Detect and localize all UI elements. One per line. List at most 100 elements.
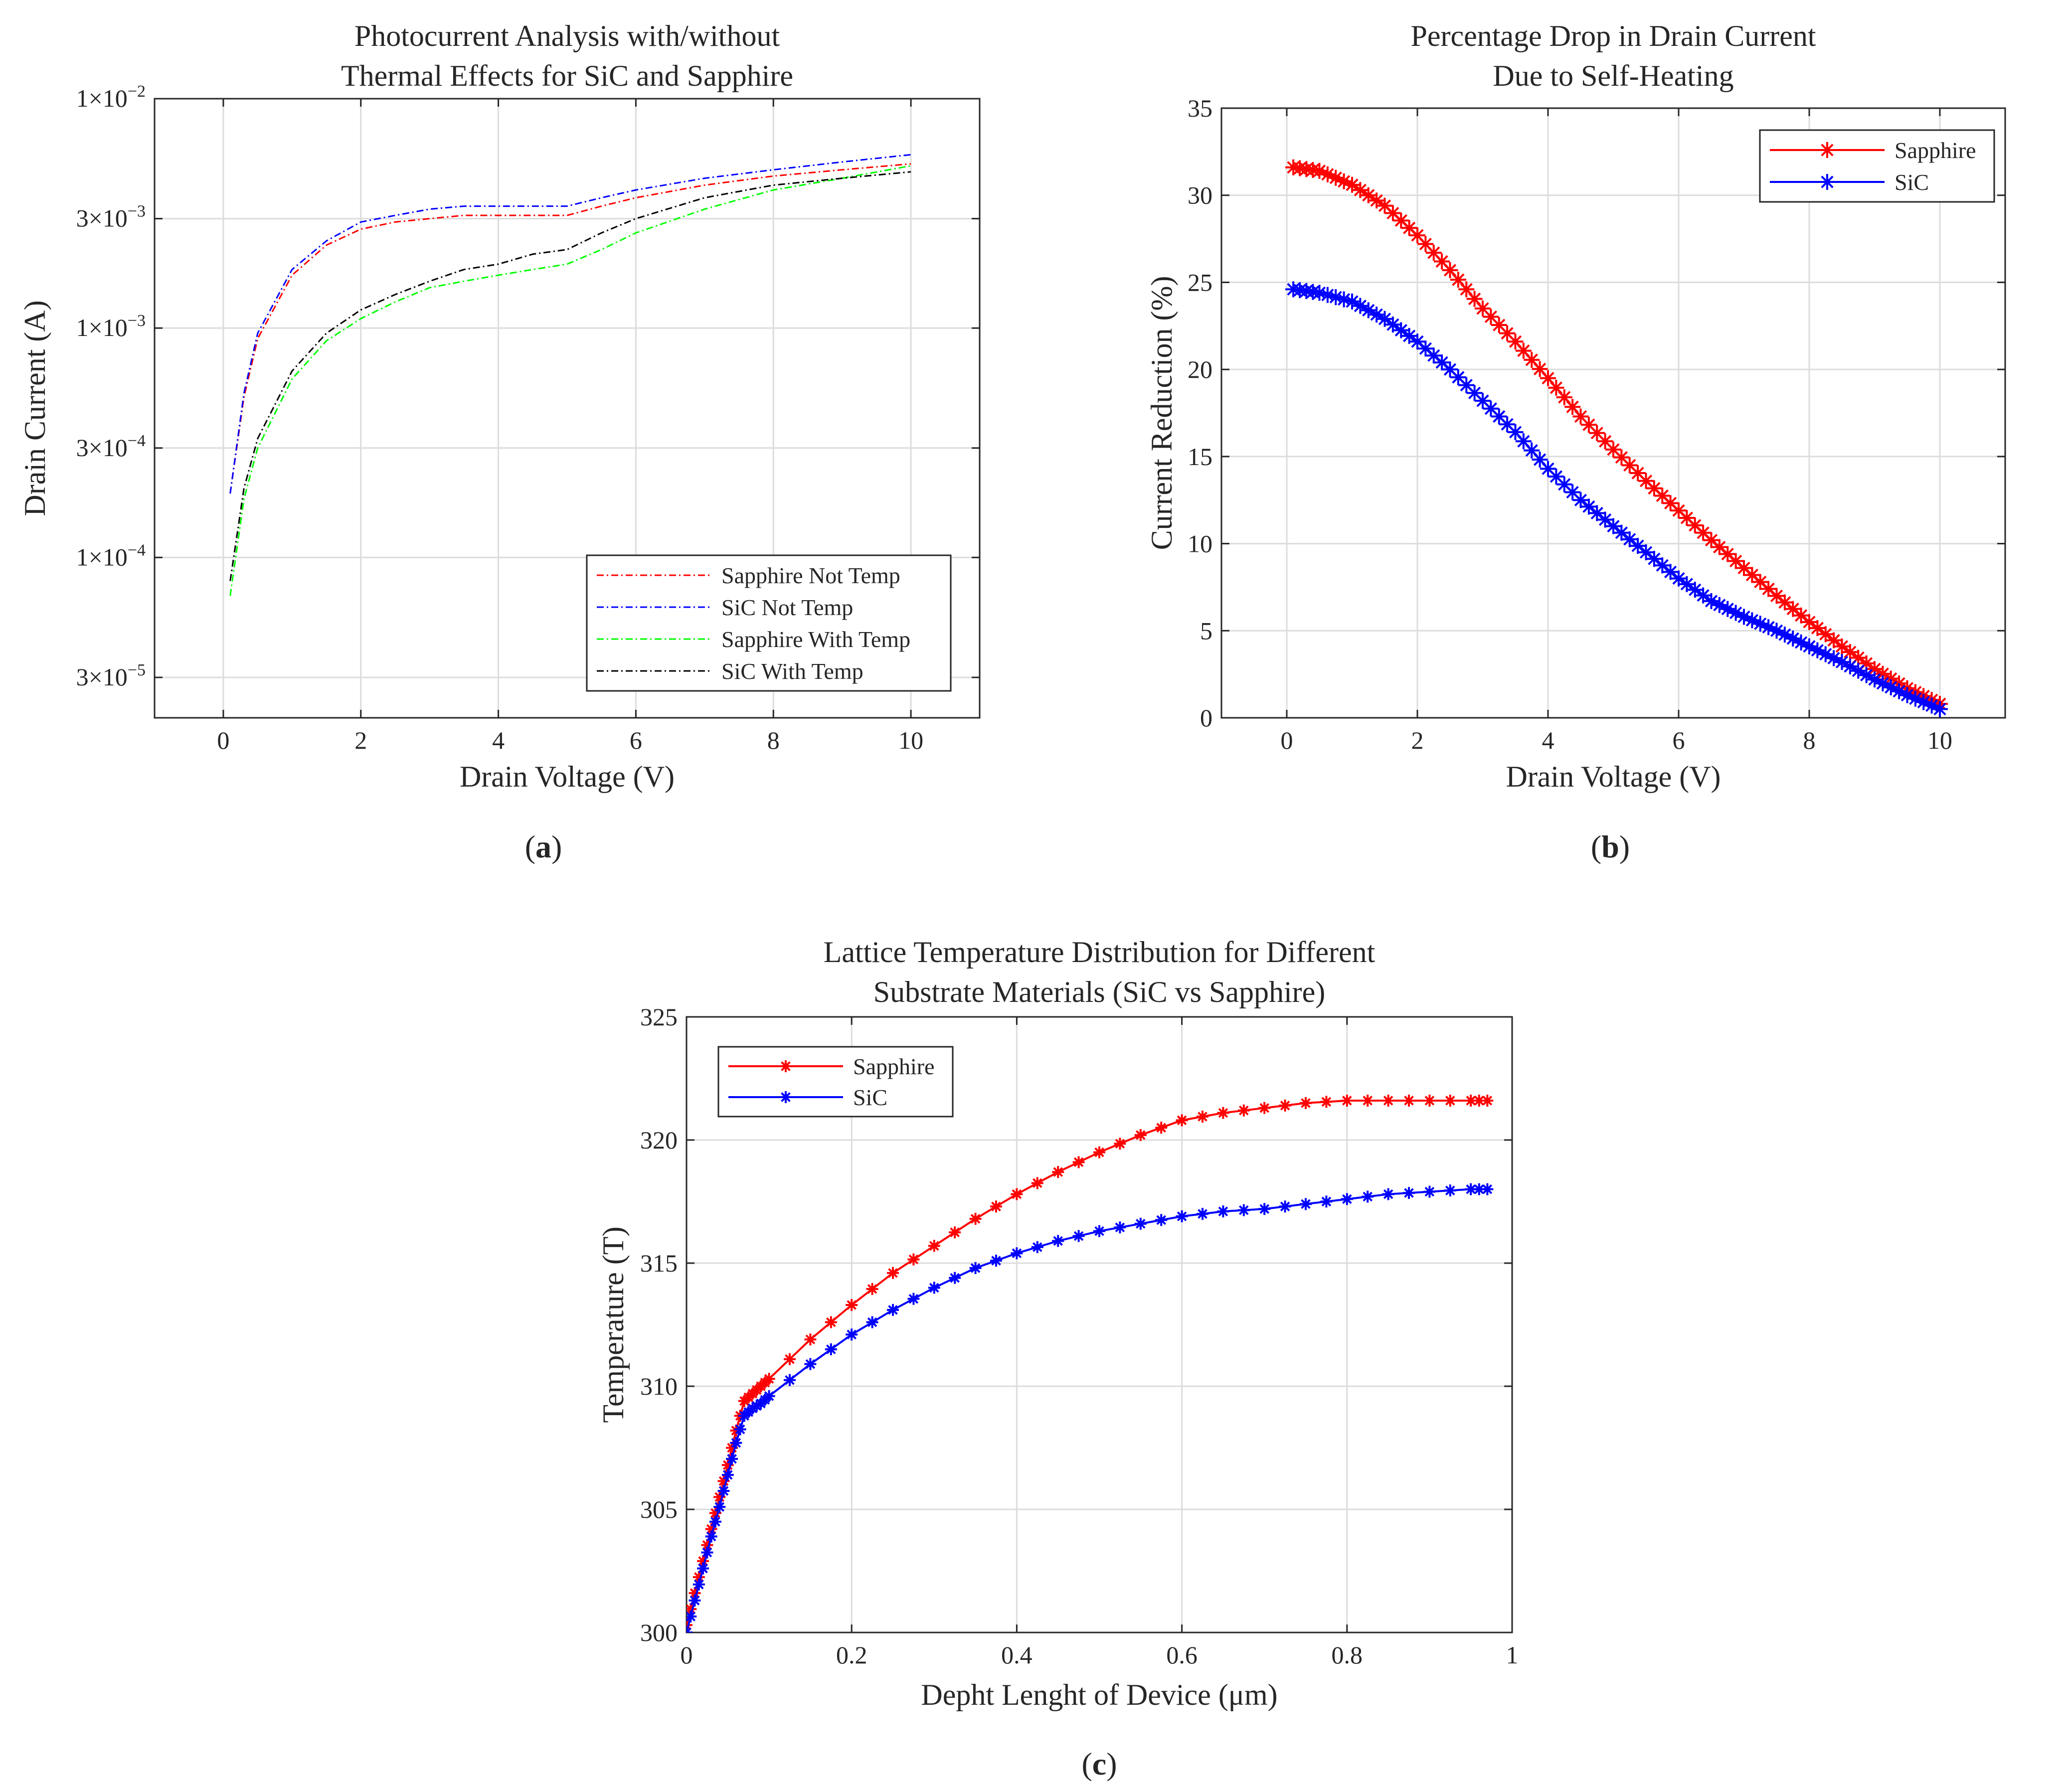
data-point bbox=[1842, 658, 1858, 674]
data-point bbox=[1481, 1183, 1494, 1195]
y-tick-label: 3×10−5 bbox=[76, 661, 146, 691]
data-point bbox=[721, 1468, 734, 1481]
y-tick-label: 310 bbox=[640, 1372, 678, 1400]
data-point bbox=[1011, 1188, 1023, 1200]
data-point bbox=[1785, 631, 1801, 647]
data-point bbox=[1031, 1177, 1043, 1189]
data-point bbox=[1793, 634, 1809, 651]
data-point bbox=[780, 1060, 792, 1072]
y-tick-label: 3×10−3 bbox=[76, 202, 146, 232]
data-point bbox=[825, 1316, 837, 1328]
data-point bbox=[1491, 317, 1507, 333]
data-point bbox=[1384, 317, 1401, 333]
data-point bbox=[1217, 1107, 1229, 1119]
data-point bbox=[1237, 1204, 1250, 1216]
data-point bbox=[1403, 1094, 1415, 1107]
data-point bbox=[1867, 671, 1883, 688]
data-point bbox=[1466, 385, 1483, 401]
data-point bbox=[887, 1267, 899, 1279]
data-point bbox=[949, 1272, 961, 1284]
data-point bbox=[1434, 354, 1450, 371]
legend-item: Sapphire Not Temp bbox=[597, 563, 900, 588]
x-tick-label: 1 bbox=[1506, 1641, 1519, 1669]
data-point bbox=[1409, 227, 1425, 244]
legend-item: SiC With Temp bbox=[597, 658, 863, 684]
x-tick-label: 10 bbox=[1927, 726, 1952, 754]
data-point bbox=[692, 1571, 705, 1583]
legend: Sapphire Not Temp SiC Not Temp Sapphire Wi… bbox=[586, 554, 952, 692]
data-point bbox=[1473, 1094, 1485, 1107]
y-tick-label: 30 bbox=[1188, 181, 1212, 209]
plot-frame bbox=[154, 98, 981, 719]
x-tick-label: 8 bbox=[1803, 726, 1816, 754]
data-point bbox=[1011, 1247, 1023, 1260]
legend-item: SiC bbox=[1770, 169, 1929, 195]
data-point bbox=[1907, 690, 1923, 707]
legend-label: SiC bbox=[1895, 169, 1929, 195]
legend-item: Sapphire bbox=[1770, 138, 1976, 163]
data-point bbox=[1572, 408, 1589, 425]
data-point bbox=[1654, 488, 1671, 504]
data-point bbox=[1793, 607, 1809, 624]
panel-label: (c) bbox=[1081, 1746, 1117, 1782]
legend-item: SiC bbox=[728, 1085, 887, 1110]
data-point bbox=[763, 1373, 775, 1385]
data-point bbox=[1801, 638, 1817, 654]
x-tick-label: 2 bbox=[354, 726, 367, 754]
chart-title: Lattice Temperature Distribution for Dif… bbox=[824, 936, 1376, 969]
y-tick-label: 5 bbox=[1200, 617, 1212, 645]
data-point bbox=[1638, 544, 1654, 561]
data-point bbox=[1423, 1185, 1436, 1198]
data-point bbox=[969, 1262, 982, 1274]
data-point bbox=[701, 1546, 713, 1559]
data-point bbox=[1621, 457, 1638, 474]
chart-title: Due to Self-Heating bbox=[1493, 59, 1733, 92]
y-tick-label: 325 bbox=[640, 1003, 678, 1031]
data-point bbox=[1760, 619, 1777, 636]
series-sic bbox=[1285, 281, 1948, 717]
data-point bbox=[1362, 1094, 1374, 1107]
data-point bbox=[709, 1515, 721, 1528]
data-point bbox=[1679, 510, 1695, 526]
data-point bbox=[1434, 253, 1450, 270]
data-point bbox=[1646, 480, 1662, 496]
y-tick-label: 1×10−2 bbox=[76, 82, 146, 112]
x-tick-label: 0.4 bbox=[1001, 1641, 1033, 1669]
data-point bbox=[1662, 495, 1679, 511]
plot-frame bbox=[1220, 107, 2006, 719]
data-point bbox=[705, 1530, 717, 1543]
data-point bbox=[1465, 1183, 1477, 1195]
data-point bbox=[726, 1453, 738, 1465]
data-point bbox=[784, 1353, 796, 1365]
data-point bbox=[1548, 469, 1564, 485]
data-point bbox=[1393, 212, 1409, 229]
data-point bbox=[1114, 1221, 1126, 1234]
y-tick-label: 1×10−3 bbox=[76, 312, 146, 341]
legend-box bbox=[1759, 129, 1995, 203]
x-tick-label: 0.6 bbox=[1166, 1641, 1198, 1669]
series-line bbox=[229, 154, 911, 494]
data-point bbox=[692, 1578, 705, 1591]
series-line bbox=[229, 171, 911, 581]
data-point bbox=[1834, 638, 1850, 654]
y-tick-label: 20 bbox=[1188, 355, 1212, 383]
data-point bbox=[1341, 1094, 1353, 1107]
y-tick-label: 315 bbox=[640, 1249, 678, 1277]
data-point bbox=[1819, 142, 1835, 158]
panel-label: (b) bbox=[1591, 829, 1630, 864]
chart-c: 0 0.2 0.4 0.6 0.8 1 300 305 310 315 320 325 Lattice … bbox=[597, 936, 1519, 1782]
data-point bbox=[1589, 505, 1605, 521]
data-point bbox=[1384, 205, 1401, 221]
data-point bbox=[1932, 701, 1948, 717]
data-point bbox=[1915, 694, 1932, 710]
data-point bbox=[1401, 327, 1417, 344]
data-point bbox=[1483, 400, 1499, 417]
data-point bbox=[1515, 433, 1532, 450]
data-point bbox=[1458, 377, 1475, 393]
data-point bbox=[1197, 1111, 1208, 1123]
x-axis-label: Drain Voltage (V) bbox=[460, 760, 675, 793]
chart-title: Substrate Materials (SiC vs Sapphire) bbox=[873, 976, 1326, 1008]
y-tick-label: 320 bbox=[640, 1126, 678, 1154]
data-point bbox=[1809, 642, 1826, 658]
data-point bbox=[1093, 1225, 1105, 1237]
